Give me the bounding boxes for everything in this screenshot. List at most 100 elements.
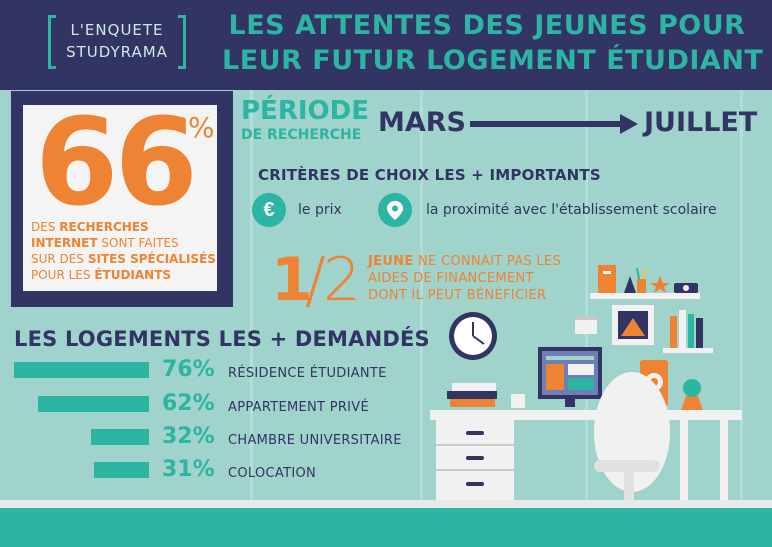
title-line-2: LEUR FUTUR LOGEMENT ÉTUDIANT [222,45,764,76]
monitor-window [568,364,594,375]
periode-subtitle: DE RECHERCHE [241,127,362,143]
wall-stripe [585,90,588,510]
caption-text: POUR LES [31,268,95,282]
half-line-3: DONT IL PEUT BÉNÉFICIER [368,288,547,303]
book-icon [688,314,694,348]
bracket-left [48,15,56,69]
brand-line-2: STUDYRAMA [66,43,168,61]
half-line-1: NE CONNAIT PAS LES [413,254,562,269]
label-residence: RÉSIDENCE ÉTUDIANTE [228,366,387,381]
floor [0,508,772,547]
brand-logo: L'ENQUETE STUDYRAMA [48,13,186,73]
cactus-icon [683,379,701,397]
label-appartement: APPARTEMENT PRIVÉ [228,400,370,415]
drawer-handle [466,482,484,486]
page-title: LES ATTENTES DES JEUNES POUR LEUR FUTUR … [222,8,764,78]
drawer-handle [466,456,484,460]
monitor-stand [565,399,575,407]
periode-title: PÉRIODE [241,96,369,126]
half-caption: JEUNE NE CONNAIT PAS LES AIDES DE FINANC… [368,253,561,304]
stat-66-frame: 66 % DES RECHERCHES INTERNET SONT FAITES… [11,91,233,307]
pct-colocation: 31% [162,457,215,482]
location-pin-icon [378,193,412,227]
monitor-window [546,356,594,360]
monitor-window [568,378,594,390]
wall-stripe [250,90,253,510]
euro-icon: € [252,193,286,227]
caption-bold: INTERNET [31,236,98,250]
chair-seat [594,460,660,472]
title-line-1: LES ATTENTES DES JEUNES POUR [228,10,746,41]
starfish-icon [650,276,670,293]
stat-66-unit: % [188,111,215,144]
pencil [642,267,647,280]
chair-stem [624,472,634,506]
drawer-handle [466,431,484,435]
book-label [603,271,611,274]
calendar-header [575,316,597,320]
wall-stripe [420,90,423,510]
picture-mountain [621,318,645,336]
bar-appartement [38,396,149,412]
bar-colocation [94,462,149,478]
fraction-numerator: 1 [271,245,313,315]
fraction-slash: / [305,243,326,316]
caption-text: SUR DES [31,252,88,266]
bar-chambre [91,429,149,445]
pencil-cup-icon [637,279,646,293]
half-bold: JEUNE [368,254,414,269]
stat-66-value: 66 [35,94,198,233]
pct-residence: 76% [162,357,215,382]
book-icon [670,316,677,348]
stat-66-caption: DES RECHERCHES INTERNET SONT FAITES SUR … [31,219,221,283]
book-icon [696,318,703,348]
plant-pot-icon [681,396,703,410]
criteres-title: CRITÈRES DE CHOIX LES + IMPORTANTS [258,166,601,184]
bracket-right [178,15,186,69]
clock-hand [472,335,485,345]
desk-leg [720,420,728,510]
baseboard [0,500,772,508]
wall-stripe [740,90,743,510]
logements-title: LES LOGEMENTS LES + DEMANDÉS [14,327,430,351]
caption-bold: SITES SPÉCIALISÉS [87,252,216,266]
label-chambre: CHAMBRE UNIVERSITAIRE [228,433,402,448]
stat-66-card: 66 % DES RECHERCHES INTERNET SONT FAITES… [23,99,217,291]
book-stack [452,383,496,391]
periode-heading: PÉRIODE DE RECHERCHE [241,96,369,144]
caption-text: SONT FAITES [97,236,179,250]
fraction-denominator: 2 [323,245,362,315]
book-stack [447,391,497,399]
shelf [590,293,700,299]
book-icon [679,310,686,348]
eiffel-tower-icon [624,276,636,293]
pct-appartement: 62% [162,391,215,416]
critere-prix: le prix [298,202,342,218]
desk-leg [680,420,688,510]
desk-top [430,410,742,420]
half-line-2: AIDES DE FINANCEMENT [368,271,534,286]
header-band: L'ENQUETE STUDYRAMA LES ATTENTES DES JEU… [0,0,772,90]
pencil [636,267,640,280]
desk-drawers [436,420,514,512]
shelf [663,348,713,353]
critere-proximite: la proximité avec l'établissement scolai… [426,202,717,218]
bar-residence [14,362,149,378]
arrow-right-icon [470,114,638,134]
book-icon [598,265,616,293]
study-room-illustration [430,265,742,512]
caption-bold: ÉTUDIANTS [94,268,172,282]
mug-icon [511,394,525,408]
brand-line-1: L'ENQUETE [70,21,164,39]
periode-start: MARS [378,107,467,138]
periode-end: JUILLET [644,107,758,138]
camera-lens [683,285,689,291]
book-stack-icon [450,399,495,407]
monitor-window [546,364,564,390]
label-colocation: COLOCATION [228,466,317,481]
calendar-icon [575,316,597,334]
pct-chambre: 32% [162,424,215,449]
caption-bold: RECHERCHES [59,220,149,234]
caption-text: DES [31,220,60,234]
